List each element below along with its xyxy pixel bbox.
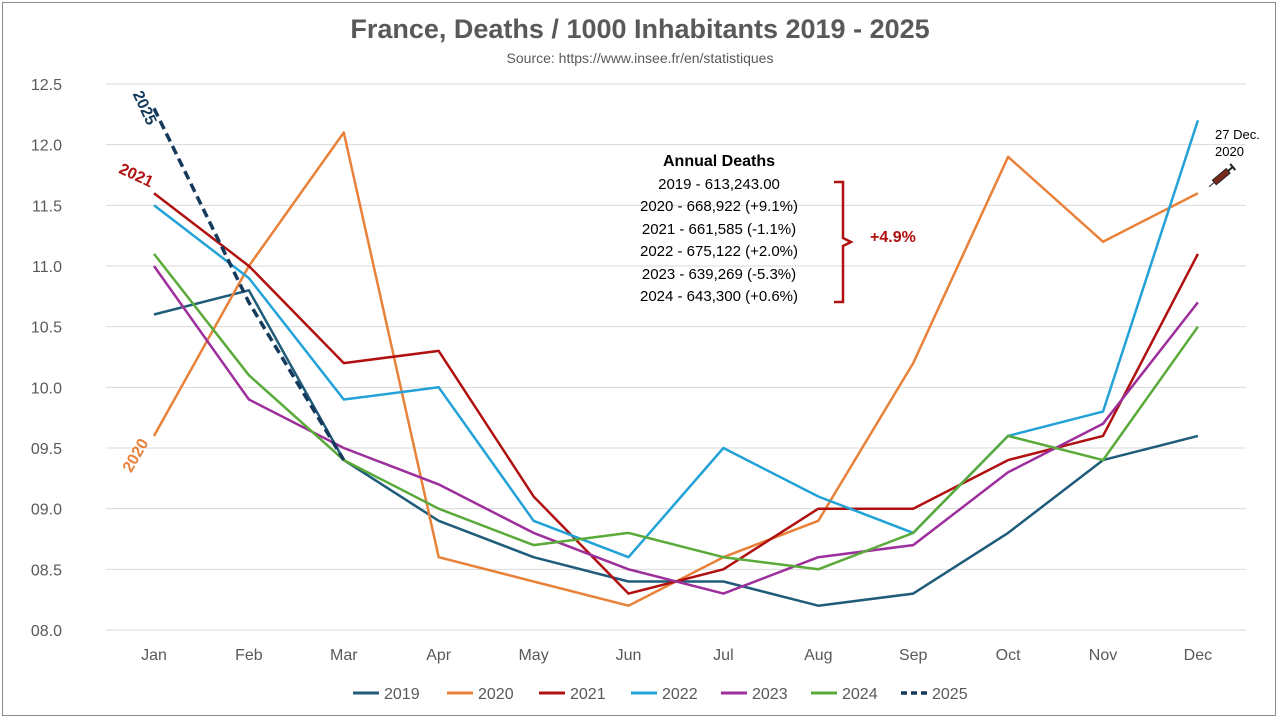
x-tick-label: Oct xyxy=(996,647,1021,664)
annual-deaths-line: 2021 - 661,585 (-1.1%) xyxy=(642,221,796,238)
annual-deaths-heading: Annual Deaths xyxy=(663,153,775,170)
x-tick-label: May xyxy=(518,647,548,664)
legend-label: 2024 xyxy=(842,686,878,703)
series-line-label: 2021 xyxy=(116,161,156,191)
series-lines xyxy=(152,107,1200,607)
x-tick-label: Nov xyxy=(1089,647,1117,664)
y-tick-label: 09.5 xyxy=(31,441,62,458)
y-tick-label: 12.5 xyxy=(31,77,62,94)
vaccine-annotation: 27 Dec. 2020 xyxy=(1208,127,1260,188)
legend-label: 2025 xyxy=(932,686,968,703)
x-tick-label: Apr xyxy=(426,647,452,664)
x-tick-label: Mar xyxy=(330,647,358,664)
x-tick-label: Feb xyxy=(235,647,263,664)
annual-deaths-box: Annual Deaths 2019 - 613,243.00 2020 - 6… xyxy=(640,153,916,305)
series-line-2024 xyxy=(153,253,1199,571)
legend-label: 2020 xyxy=(478,686,514,703)
bracket xyxy=(834,180,854,304)
y-tick-label: 08.0 xyxy=(31,623,62,640)
series-line-2022 xyxy=(153,120,1200,559)
annual-deaths-line: 2023 - 639,269 (-5.3%) xyxy=(642,266,796,283)
x-tick-label: Jun xyxy=(616,647,642,664)
annual-deaths-line: 2020 - 668,922 (+9.1%) xyxy=(640,198,798,215)
annual-deaths-line: 2024 - 643,300 (+0.6%) xyxy=(640,288,798,305)
y-tick-label: 10.5 xyxy=(31,320,62,337)
legend-label: 2021 xyxy=(570,686,606,703)
y-tick-label: 10.0 xyxy=(31,380,62,397)
y-tick-label: 11.0 xyxy=(32,259,62,276)
series-line-2025 xyxy=(152,107,346,462)
legend-label: 2022 xyxy=(662,686,698,703)
bracket-label: +4.9% xyxy=(870,229,916,246)
x-tick-label: Jul xyxy=(713,647,733,664)
y-axis-ticks: 08.0 08.5 09.0 09.5 10.0 10.5 11.0 11.5 12.0 12.5 xyxy=(31,77,62,640)
y-tick-label: 09.0 xyxy=(31,502,62,519)
x-tick-label: Aug xyxy=(804,647,832,664)
vaccine-date: 27 Dec. xyxy=(1215,127,1260,142)
x-tick-label: Sep xyxy=(899,647,928,664)
syringe-icon xyxy=(1208,163,1237,188)
legend: 2019 2020 2021 2022 2023 2024 2025 xyxy=(353,686,968,703)
legend-label: 2019 xyxy=(384,686,420,703)
x-axis-ticks: Jan Feb Mar Apr May Jun Jul Aug Sep Oct Nov Dec xyxy=(141,647,1212,664)
series-line-2023 xyxy=(152,265,1199,595)
annual-deaths-line: 2019 - 613,243.00 xyxy=(658,176,780,193)
annual-deaths-line: 2022 - 675,122 (+2.0%) xyxy=(640,243,798,260)
chart-subtitle: Source: https://www.insee.fr/en/statisti… xyxy=(506,50,774,66)
y-tick-label: 08.5 xyxy=(31,562,62,579)
chart-title: France, Deaths / 1000 Inhabitants 2019 -… xyxy=(350,14,930,44)
y-tick-label: 11.5 xyxy=(32,198,62,215)
legend-label: 2023 xyxy=(752,686,788,703)
series-line-label: 2020 xyxy=(120,436,153,475)
y-tick-label: 12.0 xyxy=(31,138,62,155)
x-tick-label: Dec xyxy=(1184,647,1212,664)
x-tick-label: Jan xyxy=(141,647,167,664)
vaccine-year: 2020 xyxy=(1215,144,1244,159)
